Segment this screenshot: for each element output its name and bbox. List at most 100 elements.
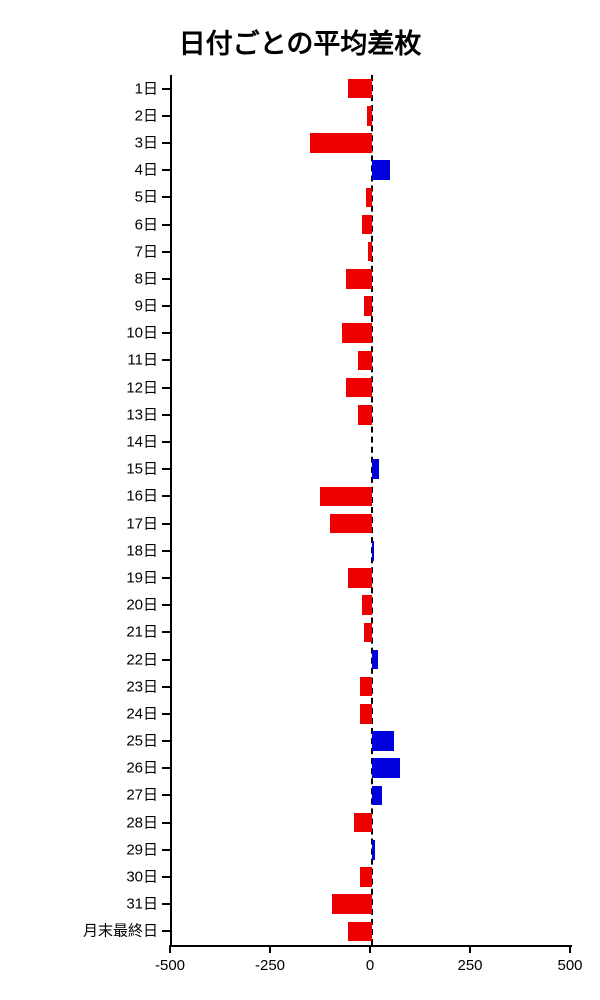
bar [346,378,372,398]
y-tick [162,849,170,851]
y-tick [162,278,170,280]
bar [362,215,372,235]
x-tick [169,945,171,953]
bar [368,242,372,262]
y-axis-label: 2日 [135,108,158,123]
x-axis-label: 250 [457,957,482,974]
y-axis-label: 15日 [126,462,158,477]
y-axis-label: 22日 [126,652,158,667]
bar [372,459,379,479]
y-axis-label: 17日 [126,516,158,531]
y-axis-label: 月末最終日 [83,924,158,939]
y-tick [162,224,170,226]
y-tick [162,686,170,688]
bar [372,840,375,860]
y-tick [162,196,170,198]
y-tick [162,251,170,253]
y-tick [162,577,170,579]
x-tick [269,945,271,953]
bar [348,568,372,588]
y-tick [162,142,170,144]
y-axis-label: 20日 [126,598,158,613]
y-axis-label: 6日 [135,217,158,232]
bar [358,405,372,425]
y-tick [162,822,170,824]
bar [367,106,372,126]
bar [332,894,372,914]
y-tick [162,550,170,552]
y-axis-label: 19日 [126,570,158,585]
y-tick [162,115,170,117]
y-axis-label: 31日 [126,897,158,912]
x-axis-label: -250 [255,957,285,974]
y-tick [162,713,170,715]
y-tick [162,631,170,633]
x-tick [469,945,471,953]
y-axis-label: 29日 [126,842,158,857]
bar [348,79,372,99]
y-axis-label: 14日 [126,435,158,450]
y-tick [162,495,170,497]
bar [346,269,372,289]
y-tick [162,468,170,470]
y-axis-label: 1日 [135,81,158,96]
bar [372,650,378,670]
y-tick [162,767,170,769]
y-axis-label: 18日 [126,543,158,558]
bar [372,160,390,180]
y-axis-label: 7日 [135,244,158,259]
y-axis-label: 25日 [126,734,158,749]
chart-title: 日付ごとの平均差枚 [0,22,600,61]
bar [372,731,394,751]
y-axis-label: 3日 [135,135,158,150]
x-tick [369,945,371,953]
bar [360,704,372,724]
y-axis-label: 9日 [135,299,158,314]
bar [360,867,372,887]
y-axis-label: 28日 [126,815,158,830]
bar [372,786,382,806]
y-axis-label: 26日 [126,761,158,776]
y-tick [162,930,170,932]
y-axis-label: 4日 [135,163,158,178]
y-tick [162,903,170,905]
y-axis-label: 13日 [126,407,158,422]
y-axis-label: 30日 [126,870,158,885]
y-tick [162,523,170,525]
chart-container: 日付ごとの平均差枚 1日 2日 3日 4日 5日 6日 7日 8日 9日 10日 11日 12日 13日… [0,0,600,1000]
bar [354,813,372,833]
y-axis-label: 8日 [135,271,158,286]
y-tick [162,414,170,416]
y-axis-label: 12日 [126,380,158,395]
bar [364,296,372,316]
y-axis-label: 11日 [127,353,158,368]
y-tick [162,169,170,171]
bar [310,133,372,153]
y-axis-label: 27日 [126,788,158,803]
y-tick [162,88,170,90]
y-tick [162,359,170,361]
y-tick [162,740,170,742]
y-axis-label: 16日 [126,489,158,504]
bar [372,758,400,778]
y-axis-label: 24日 [126,706,158,721]
bar [330,514,372,534]
y-tick [162,876,170,878]
y-tick [162,604,170,606]
bar [364,623,372,643]
bar [342,323,372,343]
x-axis-label: 0 [366,957,374,974]
x-tick [569,945,571,953]
y-tick [162,387,170,389]
bar [358,351,372,371]
y-axis-label: 5日 [135,190,158,205]
bar [372,541,374,561]
y-tick [162,794,170,796]
y-axis-label: 10日 [126,326,158,341]
y-axis-label: 21日 [126,625,158,640]
y-tick [162,332,170,334]
bar [320,487,372,507]
y-tick [162,659,170,661]
y-tick [162,441,170,443]
bar [360,677,372,697]
